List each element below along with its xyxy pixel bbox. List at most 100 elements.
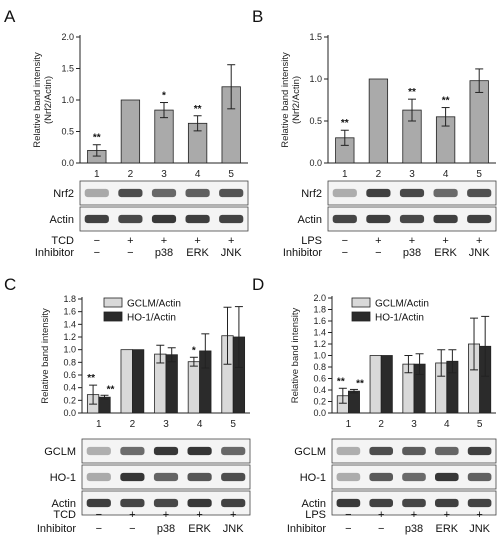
bar <box>165 354 178 414</box>
legend-swatch <box>351 311 371 322</box>
blot-band <box>434 472 459 482</box>
y-tick-label: 1.5 <box>309 32 322 42</box>
bar <box>187 361 200 414</box>
y-tick-label: 0.6 <box>313 374 326 384</box>
y-tick-label: 0.2 <box>63 395 76 405</box>
blot-band <box>366 214 391 224</box>
treatment-value: + <box>442 235 448 247</box>
blot-band <box>221 472 246 482</box>
blot-band <box>153 446 179 456</box>
y-axis-label: Relative band intensity <box>40 308 51 404</box>
blot-band <box>219 214 244 224</box>
category-label: 1 <box>96 419 102 430</box>
blot-band <box>336 446 361 456</box>
bar <box>368 78 389 164</box>
panel-letter: B <box>252 7 263 26</box>
y-tick-label: 1.2 <box>63 332 76 342</box>
blot-label: HO-1 <box>300 472 326 484</box>
y-tick-label: 0.4 <box>313 385 326 395</box>
blot-band <box>185 214 210 224</box>
legend-swatch <box>351 297 371 308</box>
y-tick-label: 1.0 <box>61 95 74 105</box>
blot-band <box>120 472 145 482</box>
category-label: 2 <box>130 419 136 430</box>
significance-marker: * <box>162 91 166 102</box>
blot-band <box>467 472 492 482</box>
significance-marker: ** <box>194 104 202 115</box>
blot-label: Actin <box>298 214 322 226</box>
category-label: 2 <box>378 419 384 430</box>
treatment-value: − <box>345 523 351 535</box>
blot-band <box>369 472 394 482</box>
category-label: 1 <box>346 419 352 430</box>
category-label: 3 <box>161 169 167 180</box>
blot-band <box>221 498 246 508</box>
blot-label: Actin <box>52 498 76 510</box>
blot-band <box>118 214 143 224</box>
treatment-value: JNK <box>221 247 242 259</box>
y-tick-label: 2.0 <box>313 293 326 303</box>
significance-marker: ** <box>93 133 101 144</box>
y-tick-label: 0.6 <box>63 370 76 380</box>
blot-band <box>84 214 109 224</box>
category-label: 4 <box>443 169 449 180</box>
treatment-value: + <box>194 235 200 247</box>
blot-band <box>219 188 244 198</box>
y-tick-label: 1.8 <box>63 294 76 304</box>
blot-band <box>120 498 145 508</box>
treatment-value: JNK <box>469 523 490 535</box>
significance-marker: ** <box>442 96 450 107</box>
y-tick-label: 1.0 <box>313 351 326 361</box>
blot-label: HO-1 <box>50 472 76 484</box>
legend-entry: GCLM/Actin <box>127 299 181 310</box>
y-tick-label: 0.2 <box>313 397 326 407</box>
treatment-value: + <box>228 235 234 247</box>
y-tick-label: 1.8 <box>313 305 326 315</box>
treatment-value: JNK <box>223 523 244 535</box>
significance-marker: ** <box>107 384 115 395</box>
treatment-value: + <box>230 509 236 521</box>
panel-a: A 0.0 0.5 1.0 1.5 2.0 Relative band intensity(… <box>4 7 249 259</box>
blot-band <box>187 472 212 482</box>
treatment-value: − <box>345 509 351 521</box>
y-tick-label: 1.6 <box>313 316 326 326</box>
legend-entry: GCLM/Actin <box>375 299 429 310</box>
category-label: 2 <box>128 169 134 180</box>
y-tick-label: 0.8 <box>63 357 76 367</box>
blot-band <box>336 498 361 508</box>
significance-marker: ** <box>356 378 364 389</box>
blot-label: Nrf2 <box>53 188 74 200</box>
treatment-value: + <box>129 509 135 521</box>
treatment-value: + <box>163 509 169 521</box>
y-axis-label: Relative band intensity(Nrf2/Actin) <box>280 52 302 148</box>
treatment-value: − <box>342 235 348 247</box>
bar <box>369 355 382 414</box>
blot-band <box>86 472 111 482</box>
category-label: 5 <box>230 419 236 430</box>
category-label: 5 <box>476 169 482 180</box>
blot-band <box>467 498 492 508</box>
y-tick-label: 0.8 <box>313 362 326 372</box>
treatment-value: + <box>409 235 415 247</box>
y-tick-label: 1.6 <box>63 307 76 317</box>
treatment-value: + <box>196 509 202 521</box>
blot-label: GCLM <box>44 446 76 458</box>
y-tick-label: 0.5 <box>309 116 322 126</box>
blot-band <box>402 472 426 482</box>
blot-band <box>84 188 109 198</box>
blot-band <box>336 472 361 482</box>
y-tick-label: 0.4 <box>63 383 76 393</box>
blot-band <box>399 214 425 224</box>
blot-band <box>467 214 492 224</box>
bar <box>120 349 133 414</box>
blot-label: GCLM <box>294 446 326 458</box>
treatment-label: Inhibitor <box>37 523 76 535</box>
bar <box>380 355 393 414</box>
treatment-value: − <box>127 247 133 259</box>
y-tick-label: 1.5 <box>61 64 74 74</box>
blot-band <box>187 498 212 508</box>
bar <box>120 99 141 164</box>
y-tick-label: 2.0 <box>61 32 74 42</box>
treatment-label: Inhibitor <box>283 247 322 259</box>
